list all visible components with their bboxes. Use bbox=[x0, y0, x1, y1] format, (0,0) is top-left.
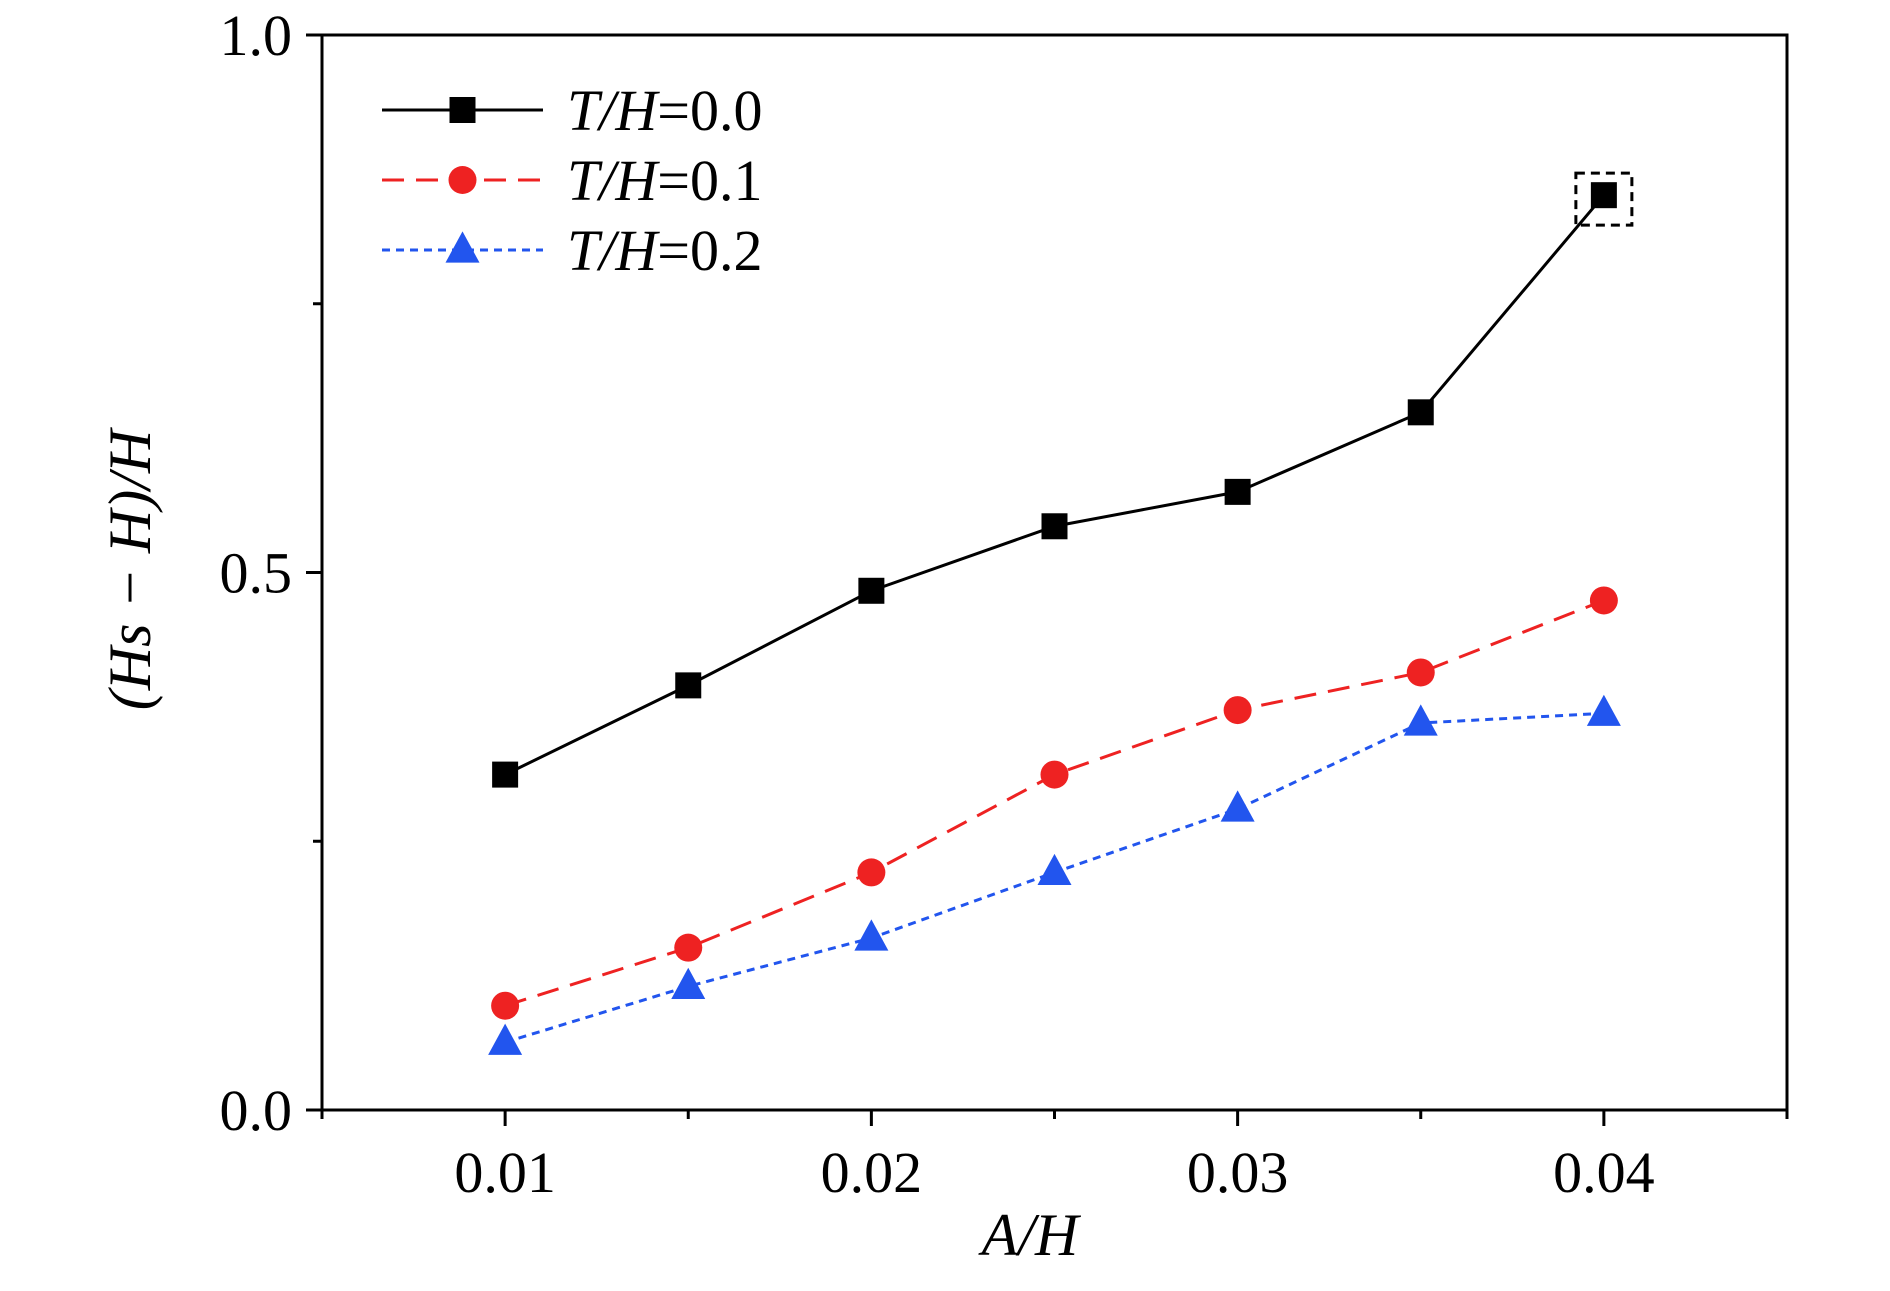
x-tick-label: 0.02 bbox=[821, 1140, 923, 1205]
legend-item: T/H=0.2 bbox=[382, 218, 762, 283]
data-point bbox=[854, 919, 889, 951]
data-point bbox=[675, 672, 702, 699]
legend-item: T/H=0.1 bbox=[382, 148, 762, 213]
axis-labels: A/H (Hs − H)/H bbox=[97, 426, 1082, 1268]
data-point bbox=[1586, 694, 1621, 726]
data-point bbox=[1037, 853, 1072, 886]
legend-label: T/H=0.1 bbox=[567, 148, 762, 213]
data-point bbox=[488, 1023, 523, 1055]
series-line bbox=[504, 599, 1605, 1008]
data-point bbox=[491, 991, 520, 1020]
data-point bbox=[1589, 586, 1618, 615]
x-tick-label: 0.01 bbox=[454, 1140, 556, 1205]
series-1 bbox=[492, 182, 1617, 788]
data-point bbox=[1403, 704, 1438, 736]
data-point bbox=[674, 933, 703, 962]
data-point bbox=[1220, 790, 1255, 822]
data-point bbox=[1406, 658, 1435, 687]
legend-marker bbox=[445, 231, 480, 263]
plot-series bbox=[488, 171, 1634, 1055]
legend: T/H=0.0T/H=0.1T/H=0.2 bbox=[382, 78, 762, 283]
highlight-box bbox=[1574, 171, 1634, 227]
plot-frame bbox=[320, 33, 1789, 1112]
data-point bbox=[671, 967, 706, 999]
data-point bbox=[857, 858, 886, 887]
x-tick-label: 0.03 bbox=[1187, 1140, 1289, 1205]
data-point bbox=[1590, 182, 1617, 209]
legend-label: T/H=0.0 bbox=[567, 78, 762, 143]
data-point bbox=[858, 577, 885, 604]
legend-label: T/H=0.2 bbox=[567, 218, 762, 283]
y-tick-label: 0.0 bbox=[220, 1078, 293, 1143]
y-tick-label: 0.5 bbox=[220, 541, 293, 606]
x-tick-label: 0.04 bbox=[1553, 1140, 1655, 1205]
series-3 bbox=[488, 694, 1621, 1055]
axes: 0.01 0.02 0.03 0.04 0.0 0.5 1.0 bbox=[220, 3, 1789, 1205]
data-point bbox=[1040, 760, 1069, 789]
data-point bbox=[492, 761, 519, 788]
y-axis-title: (Hs − H)/H bbox=[97, 426, 163, 710]
series-2 bbox=[491, 586, 1618, 1020]
data-point bbox=[1041, 513, 1068, 540]
data-point bbox=[1224, 478, 1251, 505]
legend-marker bbox=[448, 166, 477, 194]
legend-item: T/H=0.0 bbox=[382, 78, 762, 143]
data-point bbox=[1223, 696, 1252, 725]
legend-marker bbox=[449, 97, 476, 123]
data-point bbox=[1407, 399, 1434, 426]
x-axis-title: A/H bbox=[978, 1202, 1082, 1268]
y-tick-label: 1.0 bbox=[220, 3, 293, 68]
